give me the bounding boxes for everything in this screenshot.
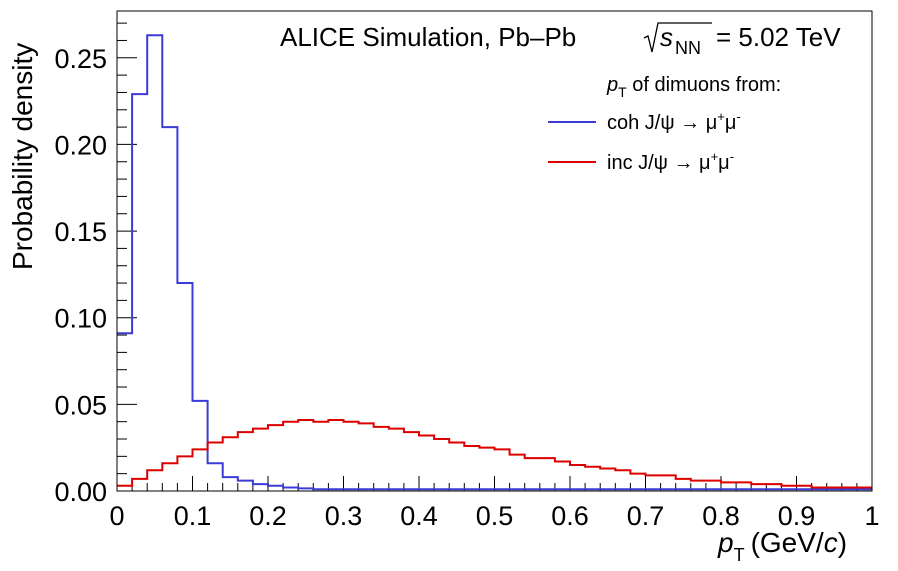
chart-title-suffix: = 5.02 TeV [716, 22, 841, 52]
x-tick-label: 0.3 [325, 501, 363, 531]
x-axis-title: pT (GeV/c) [717, 527, 847, 565]
chart-title: ALICE Simulation, Pb–Pb [280, 22, 576, 52]
y-tick-label: 0.10 [54, 304, 107, 334]
plot-frame [116, 10, 873, 492]
series-layer [117, 34, 872, 491]
legend-label-inc: inc J/ψ → μ+μ- [607, 149, 734, 174]
y-tick-labels: 0.00 0.05 0.10 0.15 0.20 0.25 [54, 44, 107, 507]
y-axis-ticks [117, 22, 137, 492]
x-tick-label: 0.7 [627, 501, 665, 531]
y-tick-label: 0.25 [54, 44, 107, 74]
x-tick-label: 0.1 [174, 501, 212, 531]
chart-title-nn: NN [675, 38, 701, 58]
y-tick-label: 0.05 [54, 390, 107, 420]
x-tick-label: 0.4 [400, 501, 438, 531]
sqrt-symbol [643, 22, 712, 53]
legend-label-coh: coh J/ψ → μ+μ- [607, 109, 741, 134]
legend-header: pT of dimuons from: [606, 74, 781, 100]
x-tick-label: 0.6 [551, 501, 589, 531]
y-tick-label: 0.20 [54, 130, 107, 160]
series-coh-histogram [117, 34, 872, 491]
x-tick-label: 1 [864, 501, 879, 531]
x-tick-label: 0.5 [476, 501, 514, 531]
x-tick-labels: 0 0.1 0.2 0.3 0.4 0.5 0.6 0.7 0.8 0.9 1 [109, 501, 879, 531]
y-tick-label: 0.15 [54, 217, 107, 247]
series-inc-histogram [117, 418, 872, 489]
x-tick-label: 0.9 [778, 501, 816, 531]
y-tick-label: 0.00 [54, 477, 107, 507]
x-tick-label: 0.8 [702, 501, 740, 531]
chart-title-s: s [660, 22, 673, 52]
y-axis-title: Probability density [7, 43, 38, 270]
x-tick-label: 0.2 [249, 501, 287, 531]
x-tick-label: 0 [109, 501, 124, 531]
legend: pT of dimuons from: coh J/ψ → μ+μ- inc J… [548, 74, 781, 174]
